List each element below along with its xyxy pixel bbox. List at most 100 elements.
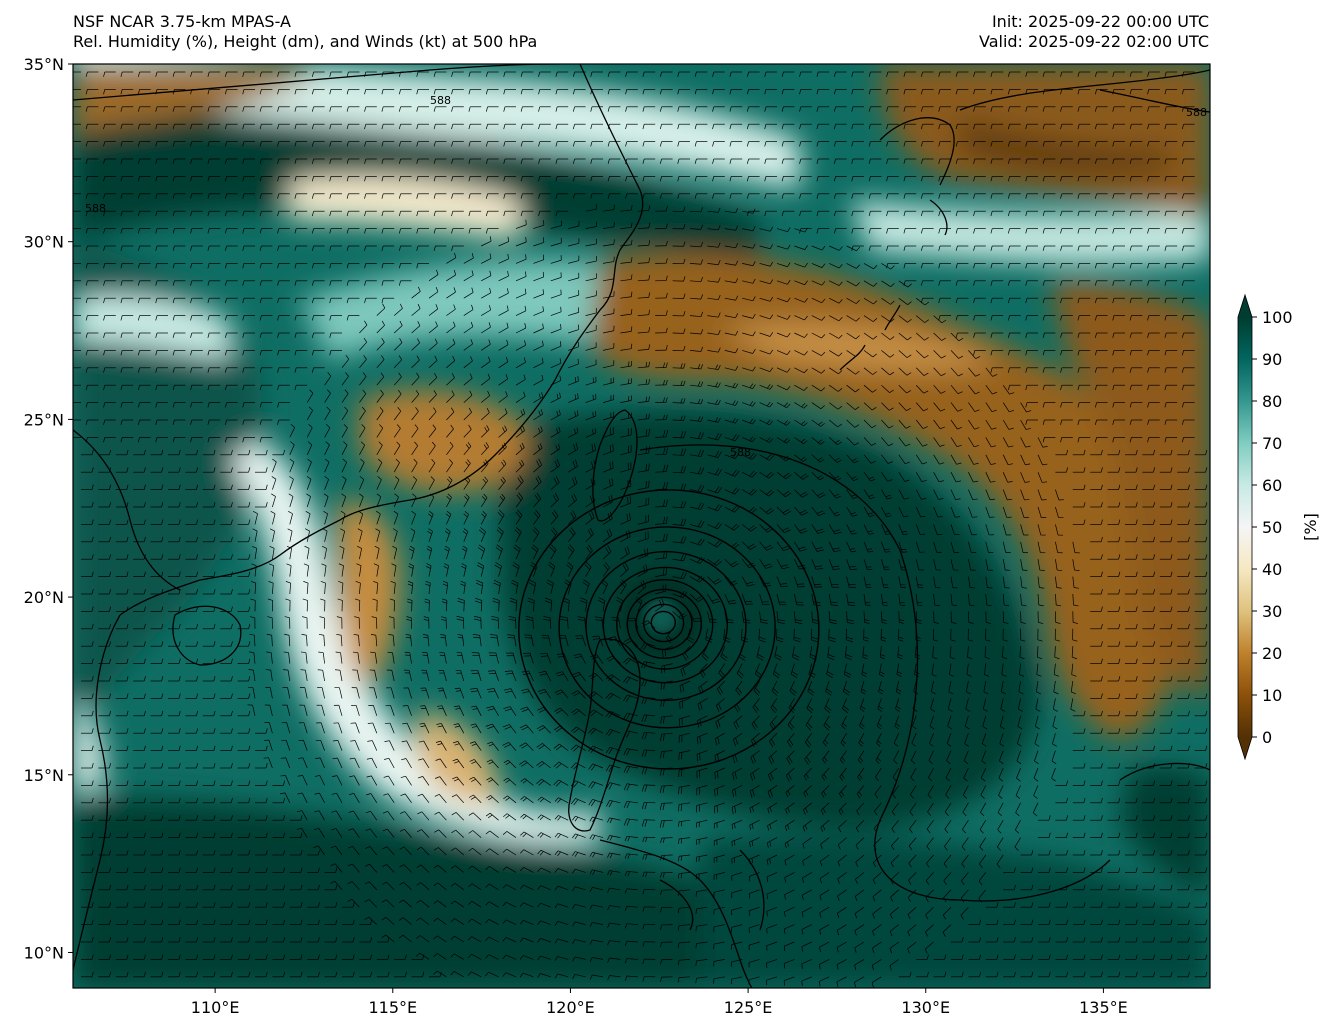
wind-barb	[155, 437, 168, 443]
wind-barb	[1094, 367, 1108, 373]
wind-barb	[224, 210, 238, 217]
wind-barb	[707, 347, 721, 353]
wind-barb	[677, 193, 690, 199]
wind-barb	[137, 228, 151, 234]
wind-barb	[568, 376, 579, 386]
wind-barb	[185, 467, 199, 473]
wind-barb	[1147, 437, 1160, 443]
wind-barb	[255, 484, 268, 490]
wind-barb	[190, 71, 203, 77]
wind-barb	[863, 367, 877, 375]
wind-barb	[311, 193, 325, 199]
wind-barb	[294, 315, 308, 321]
wind-barb	[376, 389, 384, 403]
wind-barb	[1112, 350, 1125, 356]
wind-barb	[485, 210, 499, 217]
wind-barb	[172, 280, 186, 286]
wind-barb	[607, 71, 621, 77]
wind-barb	[103, 280, 116, 286]
wind-barb	[1060, 176, 1073, 182]
wind-barb	[1147, 315, 1160, 321]
wind-barb	[359, 476, 365, 490]
wind-barb	[485, 228, 499, 234]
wind-barb	[642, 71, 656, 77]
wind-barb	[637, 222, 651, 229]
wind-barb	[1129, 332, 1143, 338]
wind-barb	[533, 220, 545, 229]
wind-barb	[242, 245, 255, 251]
wind-barb	[329, 332, 342, 338]
wind-barb	[955, 280, 969, 286]
wind-barb	[207, 437, 221, 443]
wind-barb	[672, 223, 686, 230]
wind-barb	[468, 158, 482, 164]
lon-tick-label: 120°E	[546, 998, 595, 1017]
wind-barb	[329, 123, 342, 130]
wind-barb	[446, 390, 455, 403]
wind-barb	[463, 424, 472, 438]
wind-barb	[920, 158, 934, 164]
wind-barb	[1129, 210, 1143, 217]
lon-tick-label: 135°E	[1079, 998, 1128, 1017]
wind-barb	[659, 71, 673, 77]
wind-barb	[190, 367, 203, 373]
wind-barb	[811, 297, 826, 304]
wind-barb	[689, 449, 705, 457]
wind-barb	[120, 384, 134, 391]
wind-barb	[533, 426, 543, 438]
wind-barb	[886, 245, 899, 251]
wind-barb	[85, 106, 99, 112]
wind-barb	[689, 363, 704, 370]
wind-barb	[364, 210, 377, 217]
wind-barb	[1077, 158, 1091, 164]
wind-barb	[190, 297, 203, 304]
wind-barb	[515, 236, 527, 247]
wind-barb	[707, 364, 721, 371]
wind-barb	[1077, 228, 1091, 234]
wind-barb	[85, 402, 99, 408]
wind-barb	[776, 315, 791, 320]
wind-barb	[133, 484, 146, 490]
wind-barb	[672, 311, 686, 317]
wind-barb	[607, 89, 621, 95]
wind-barb	[955, 123, 969, 130]
wind-barb	[485, 123, 499, 130]
wind-barb	[886, 89, 899, 95]
wind-barb	[1181, 176, 1195, 182]
wind-barb	[620, 395, 632, 403]
wind-barb	[881, 384, 894, 393]
wind-barb	[428, 476, 435, 490]
wind-barb	[207, 123, 221, 130]
wind-barb	[712, 89, 725, 95]
wind-barb	[990, 367, 1004, 373]
wind-barb	[451, 245, 464, 251]
wind-barb	[1060, 193, 1073, 199]
wind-barb	[794, 332, 808, 338]
wind-barb	[168, 484, 181, 490]
wind-barb	[1025, 280, 1038, 286]
wind-barb	[451, 141, 464, 147]
wind-barb	[950, 350, 964, 359]
wind-barb	[707, 294, 721, 301]
wind-barb	[398, 158, 412, 164]
wind-barb	[341, 354, 350, 369]
wind-barb	[990, 210, 1004, 217]
wind-barb	[1007, 280, 1021, 286]
wind-barb	[886, 228, 899, 234]
wind-barb	[776, 489, 792, 498]
wind-barb	[1147, 176, 1160, 182]
wind-barb	[393, 338, 403, 351]
wind-barb	[73, 350, 81, 351]
wind-barb	[103, 245, 116, 251]
wind-barb	[938, 89, 951, 95]
wind-barb	[898, 437, 911, 447]
wind-barb	[73, 158, 81, 160]
wind-barb	[637, 240, 651, 247]
field-title: Rel. Humidity (%), Height (dm), and Wind…	[73, 32, 538, 51]
wind-barb	[103, 350, 116, 356]
wind-barb	[73, 106, 81, 108]
wind-barb	[568, 272, 580, 282]
wind-barb	[346, 315, 360, 321]
wind-barb	[520, 158, 534, 164]
wind-barb	[1164, 297, 1178, 304]
